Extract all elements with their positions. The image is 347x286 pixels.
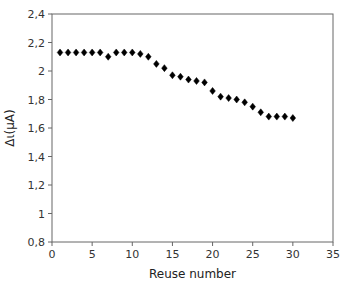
point [210, 87, 216, 94]
point [81, 49, 87, 56]
x-tick [92, 242, 93, 246]
point [202, 79, 208, 86]
point [146, 53, 152, 60]
y-tick [48, 42, 52, 43]
point [162, 65, 168, 72]
point [194, 77, 200, 84]
y-tick [48, 242, 52, 243]
y-axis: 0,8 1 1,2 1,4 1,6 1,8 2 2,2 2,4 [28, 8, 53, 249]
y-tick [48, 99, 52, 100]
point [218, 93, 224, 100]
chart: 0 5 10 15 20 25 30 35 0,8 1 1,2 1,4 1,6 1,8 2 2,2 2,4 Reu… [0, 0, 347, 286]
x-tick [132, 242, 133, 246]
y-tick-label: 0,8 [28, 236, 46, 249]
x-tick-label: 0 [49, 248, 56, 261]
x-tick [212, 242, 213, 246]
point [57, 49, 63, 56]
point [138, 50, 144, 57]
point [97, 49, 103, 56]
x-tick-label: 20 [206, 248, 220, 261]
y-tick [48, 213, 52, 214]
x-tick [172, 242, 173, 246]
plot-frame [52, 14, 333, 242]
point [258, 109, 264, 116]
x-axis: 0 5 10 15 20 25 30 35 [49, 242, 341, 261]
y-tick-label: 2 [38, 65, 45, 78]
point [178, 73, 184, 80]
y-tick [48, 128, 52, 129]
point [113, 49, 119, 56]
y-tick [48, 14, 52, 15]
y-tick-label: 1,4 [28, 151, 46, 164]
point [105, 53, 111, 60]
x-axis-label: Reuse number [149, 267, 236, 281]
x-tick [252, 242, 253, 246]
point [242, 99, 248, 106]
y-tick [48, 185, 52, 186]
y-tick-label: 1,6 [28, 122, 46, 135]
point [121, 49, 127, 56]
x-tick [52, 242, 53, 246]
y-tick-label: 1,8 [28, 94, 46, 107]
x-tick-label: 5 [89, 248, 96, 261]
x-tick-label: 35 [326, 248, 340, 261]
point [234, 96, 240, 103]
point [129, 49, 135, 56]
y-tick-label: 2,4 [28, 8, 46, 21]
point [89, 49, 95, 56]
point [250, 103, 256, 110]
point [170, 72, 176, 79]
point [290, 115, 296, 122]
x-tick-label: 15 [165, 248, 179, 261]
point [73, 49, 79, 56]
point [154, 60, 160, 67]
x-tick [333, 242, 334, 246]
x-tick [292, 242, 293, 246]
x-tick-label: 10 [125, 248, 139, 261]
point [282, 113, 288, 120]
x-tick-label: 25 [246, 248, 260, 261]
y-tick-label: 1,2 [28, 179, 46, 192]
point [226, 95, 232, 102]
x-tick-label: 30 [286, 248, 300, 261]
point [266, 113, 272, 120]
y-tick-label: 2,2 [28, 37, 46, 50]
y-tick-label: 1 [38, 208, 45, 221]
point [274, 113, 280, 120]
point [65, 49, 71, 56]
point [186, 76, 192, 83]
y-tick [48, 156, 52, 157]
y-tick [48, 71, 52, 72]
points [57, 49, 295, 122]
y-axis-label: Δι(μA) [3, 109, 17, 146]
